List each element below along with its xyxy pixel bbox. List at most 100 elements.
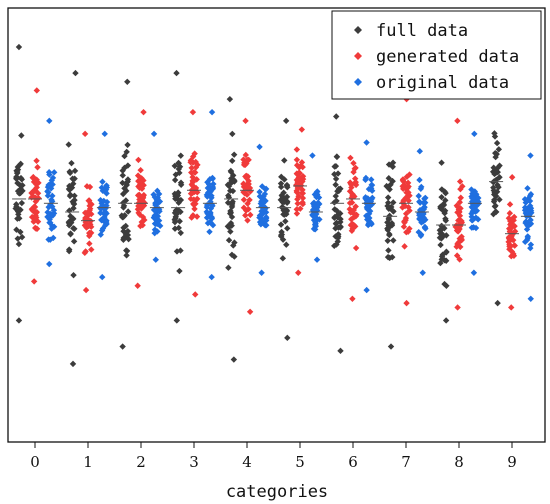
point-0-9-32 xyxy=(492,169,499,177)
point-0-5-1 xyxy=(282,117,290,125)
point-0-6-10 xyxy=(332,192,339,200)
point-1-2-38 xyxy=(138,185,146,192)
point-0-5-36 xyxy=(281,176,288,183)
point-0-4-28 xyxy=(225,264,232,271)
point-2-5-0 xyxy=(313,256,321,263)
point-0-2-15 xyxy=(124,141,131,149)
point-2-5-1 xyxy=(309,152,316,159)
point-1-8-37 xyxy=(458,236,465,243)
point-0-9-14 xyxy=(492,208,500,216)
point-2-2-33 xyxy=(151,212,159,219)
point-2-2-22 xyxy=(151,229,158,237)
point-2-0-6 xyxy=(49,174,57,182)
point-0-9-28 xyxy=(496,196,503,203)
point-2-7-0 xyxy=(419,269,426,276)
point-0-3-1 xyxy=(173,69,180,77)
point-1-6-10 xyxy=(352,244,360,252)
point-0-6-30 xyxy=(333,197,340,205)
point-2-5-34 xyxy=(313,188,320,196)
point-1-3-35 xyxy=(193,176,200,183)
point-1-4-38 xyxy=(244,217,251,224)
point-0-0-1 xyxy=(15,43,23,51)
point-0-0-0 xyxy=(15,317,23,324)
point-0-7-10 xyxy=(390,199,397,206)
point-0-8-27 xyxy=(436,227,444,234)
point-2-0-0 xyxy=(46,260,53,268)
point-2-6-0 xyxy=(363,286,370,294)
point-0-3-4 xyxy=(177,152,184,159)
point-2-9-17 xyxy=(527,216,534,224)
point-1-9-1 xyxy=(508,174,516,181)
point-2-2-8 xyxy=(150,191,157,198)
point-1-4-37 xyxy=(242,212,249,219)
point-2-6-35 xyxy=(366,220,374,227)
point-1-8-39 xyxy=(456,212,464,219)
point-1-6-25 xyxy=(352,203,359,210)
point-1-0-39 xyxy=(33,214,40,221)
point-2-2-35 xyxy=(156,198,164,205)
point-0-8-35 xyxy=(436,234,444,241)
point-1-5-32 xyxy=(299,190,307,197)
point-2-8-39 xyxy=(468,224,476,231)
point-1-1-34 xyxy=(86,232,93,240)
point-2-3-31 xyxy=(209,183,217,191)
point-1-1-0 xyxy=(82,286,90,294)
point-0-8-24 xyxy=(438,193,445,201)
point-0-3-17 xyxy=(177,229,184,237)
point-0-7-38 xyxy=(385,205,393,212)
point-1-5-36 xyxy=(293,189,301,196)
point-1-6-13 xyxy=(347,154,354,162)
point-2-9-38 xyxy=(522,209,529,217)
point-0-4-6 xyxy=(231,253,238,260)
point-2-8-24 xyxy=(472,214,480,221)
point-2-9-1 xyxy=(527,152,534,159)
legend: full data generated data original data xyxy=(331,10,542,100)
point-0-1-39 xyxy=(69,215,77,223)
point-1-2-37 xyxy=(134,172,142,179)
point-0-6-34 xyxy=(331,213,339,221)
point-0-5-28 xyxy=(283,210,290,218)
point-0-9-39 xyxy=(492,202,499,209)
x-axis-label: categories xyxy=(226,482,328,502)
point-0-3-13 xyxy=(177,179,185,186)
point-1-5-30 xyxy=(294,200,301,207)
point-0-2-22 xyxy=(119,172,126,179)
point-0-3-37 xyxy=(173,248,181,255)
point-0-3-30 xyxy=(171,162,178,170)
point-1-8-34 xyxy=(453,227,461,234)
point-1-1-39 xyxy=(88,246,95,253)
point-1-0-32 xyxy=(33,208,41,216)
point-0-3-0 xyxy=(173,317,181,324)
point-0-6-37 xyxy=(333,153,341,161)
point-1-4-0 xyxy=(246,308,254,315)
point-1-0-1 xyxy=(33,87,41,94)
point-1-7-24 xyxy=(400,223,408,230)
point-1-7-15 xyxy=(405,204,412,211)
point-1-9-11 xyxy=(511,222,518,230)
point-0-1-1 xyxy=(72,69,79,77)
point-0-3-39 xyxy=(172,207,180,215)
point-2-9-18 xyxy=(526,197,534,205)
point-2-9-39 xyxy=(521,204,529,211)
point-0-3-36 xyxy=(171,218,179,226)
point-1-2-36 xyxy=(135,156,142,164)
point-1-5-13 xyxy=(299,186,306,194)
point-2-1-36 xyxy=(102,222,109,229)
point-2-1-34 xyxy=(97,196,104,204)
point-1-5-31 xyxy=(293,210,301,217)
x-tick-label-8: 8 xyxy=(454,453,464,471)
point-2-0-25 xyxy=(48,197,56,205)
point-1-6-39 xyxy=(351,175,359,182)
point-2-9-36 xyxy=(521,196,529,203)
point-2-6-15 xyxy=(368,176,375,183)
point-1-1-37 xyxy=(86,207,93,214)
point-0-7-27 xyxy=(383,182,390,190)
point-0-3-21 xyxy=(171,225,179,232)
point-0-0-36 xyxy=(17,189,24,197)
point-0-8-37 xyxy=(442,217,450,224)
point-2-7-29 xyxy=(418,219,425,226)
point-0-6-38 xyxy=(337,215,344,223)
point-0-4-33 xyxy=(228,213,236,221)
point-0-7-0 xyxy=(387,343,395,350)
point-0-5-9 xyxy=(277,183,285,191)
